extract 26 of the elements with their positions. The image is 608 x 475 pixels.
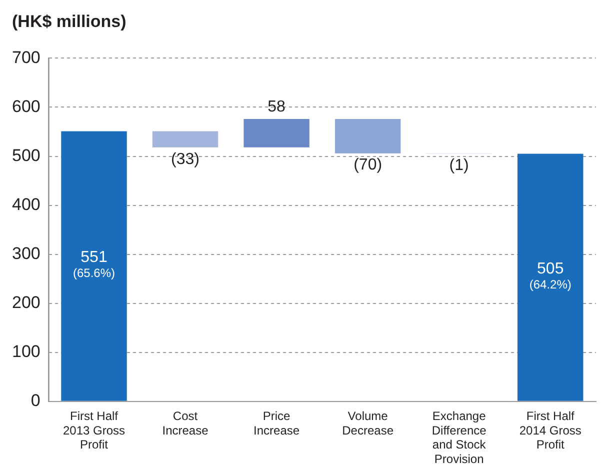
bar [334, 118, 401, 154]
y-tick-label: 600 [12, 96, 40, 116]
bar [244, 118, 310, 148]
data-label: (70) [354, 156, 382, 174]
y-tick-label: 500 [12, 146, 40, 165]
x-tick-label: Price Increase [254, 408, 300, 438]
data-label: 58 [268, 98, 286, 116]
x-tick-label: First Half 2014 Gross Profit [519, 408, 582, 452]
y-tick-label: 0 [30, 391, 40, 410]
bar [152, 131, 218, 148]
y-tick-label: 300 [12, 244, 40, 263]
x-tick-label: Volume Decrease [342, 408, 394, 438]
y-tick-label: 100 [12, 342, 40, 362]
y-tick-label: 700 [12, 48, 40, 67]
bar [518, 154, 584, 401]
x-tick-label: Exchange Difference and Stock Provision [432, 408, 487, 466]
x-tick-label: Cost Increase [162, 408, 209, 438]
y-tick-label: 200 [12, 293, 40, 312]
data-label: 551 (65.6%) [72, 249, 116, 280]
data-label: (1) [449, 157, 469, 174]
bar [61, 131, 127, 401]
x-tick-label: First Half 2013 Gross Profit [62, 408, 126, 452]
data-label: (33) [171, 150, 200, 168]
y-tick-label: 400 [12, 194, 40, 214]
y-axis-title: (HK$ millions) [11, 11, 128, 33]
data-label: 505 (64.2%) [529, 260, 572, 292]
